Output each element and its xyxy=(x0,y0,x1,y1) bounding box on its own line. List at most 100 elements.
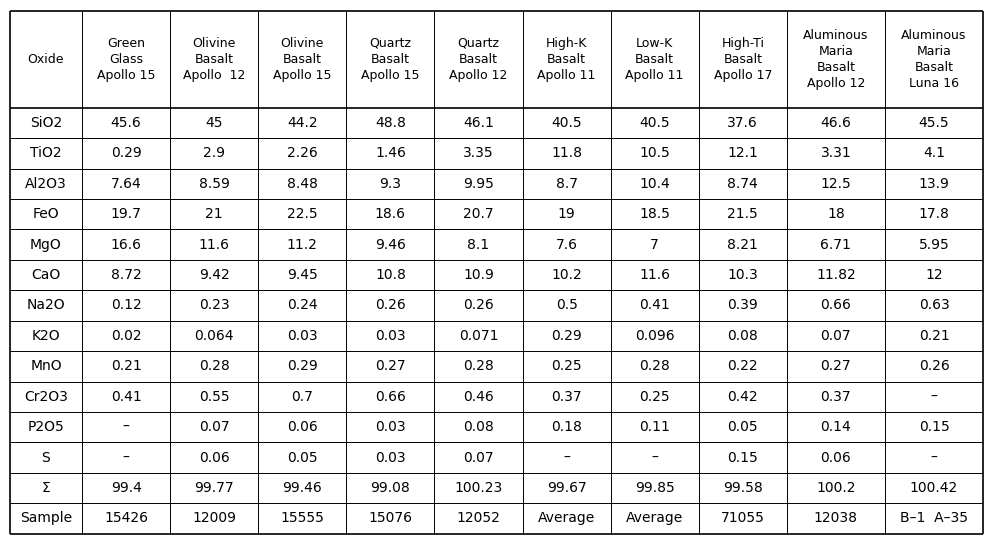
Text: 0.29: 0.29 xyxy=(110,147,141,161)
Text: 0.05: 0.05 xyxy=(728,420,758,434)
Text: 12009: 12009 xyxy=(193,512,236,526)
Text: 0.12: 0.12 xyxy=(110,299,141,313)
Text: TiO2: TiO2 xyxy=(30,147,62,161)
Text: 0.37: 0.37 xyxy=(551,390,582,404)
Text: –: – xyxy=(122,451,129,465)
Text: 18.5: 18.5 xyxy=(639,208,670,221)
Text: K2O: K2O xyxy=(32,329,61,343)
Text: Green
Glass
Apollo 15: Green Glass Apollo 15 xyxy=(96,37,155,82)
Text: 0.39: 0.39 xyxy=(728,299,759,313)
Text: 0.29: 0.29 xyxy=(287,360,318,374)
Text: 99.77: 99.77 xyxy=(195,481,234,495)
Text: MgO: MgO xyxy=(30,238,62,252)
Text: 7.64: 7.64 xyxy=(110,177,141,191)
Text: Average: Average xyxy=(538,512,595,526)
Text: 45.5: 45.5 xyxy=(919,116,949,130)
Text: 19.7: 19.7 xyxy=(110,208,142,221)
Text: 0.03: 0.03 xyxy=(375,451,406,465)
Text: 0.11: 0.11 xyxy=(639,420,670,434)
Text: P2O5: P2O5 xyxy=(28,420,65,434)
Text: 0.14: 0.14 xyxy=(820,420,851,434)
Text: –: – xyxy=(651,451,658,465)
Text: 0.15: 0.15 xyxy=(919,420,949,434)
Text: B–1  A–35: B–1 A–35 xyxy=(900,512,968,526)
Text: 21: 21 xyxy=(206,208,223,221)
Text: –: – xyxy=(930,390,937,404)
Text: 8.48: 8.48 xyxy=(287,177,318,191)
Text: 0.25: 0.25 xyxy=(639,390,670,404)
Text: 0.66: 0.66 xyxy=(820,299,851,313)
Text: 0.55: 0.55 xyxy=(199,390,229,404)
Text: Sample: Sample xyxy=(20,512,72,526)
Text: 100.42: 100.42 xyxy=(910,481,958,495)
Text: 0.26: 0.26 xyxy=(919,360,949,374)
Text: 99.08: 99.08 xyxy=(370,481,410,495)
Text: 17.8: 17.8 xyxy=(919,208,949,221)
Text: 0.63: 0.63 xyxy=(919,299,949,313)
Text: 0.28: 0.28 xyxy=(639,360,670,374)
Text: 0.29: 0.29 xyxy=(551,329,582,343)
Text: 37.6: 37.6 xyxy=(728,116,759,130)
Text: 0.064: 0.064 xyxy=(195,329,234,343)
Text: 12.1: 12.1 xyxy=(727,147,759,161)
Text: –: – xyxy=(122,420,129,434)
Text: 4.1: 4.1 xyxy=(923,147,945,161)
Text: 0.46: 0.46 xyxy=(463,390,494,404)
Text: 0.06: 0.06 xyxy=(820,451,851,465)
Text: 0.096: 0.096 xyxy=(635,329,674,343)
Text: 0.24: 0.24 xyxy=(287,299,318,313)
Text: 9.45: 9.45 xyxy=(287,268,318,282)
Text: 0.05: 0.05 xyxy=(287,451,318,465)
Text: 0.07: 0.07 xyxy=(820,329,851,343)
Text: 0.07: 0.07 xyxy=(463,451,494,465)
Text: 0.03: 0.03 xyxy=(375,420,406,434)
Text: 0.7: 0.7 xyxy=(291,390,313,404)
Text: 8.21: 8.21 xyxy=(727,238,759,252)
Text: 11.82: 11.82 xyxy=(816,268,856,282)
Text: S: S xyxy=(42,451,51,465)
Text: 21.5: 21.5 xyxy=(728,208,759,221)
Text: 0.22: 0.22 xyxy=(728,360,758,374)
Text: 100.23: 100.23 xyxy=(455,481,502,495)
Text: Quartz
Basalt
Apollo 15: Quartz Basalt Apollo 15 xyxy=(361,37,420,82)
Text: 11.6: 11.6 xyxy=(199,238,229,252)
Text: 99.58: 99.58 xyxy=(723,481,763,495)
Text: High-K
Basalt
Apollo 11: High-K Basalt Apollo 11 xyxy=(537,37,596,82)
Text: 9.46: 9.46 xyxy=(375,238,406,252)
Text: Average: Average xyxy=(626,512,683,526)
Text: 9.3: 9.3 xyxy=(379,177,401,191)
Text: 12: 12 xyxy=(925,268,942,282)
Text: 10.8: 10.8 xyxy=(375,268,406,282)
Text: 0.37: 0.37 xyxy=(820,390,851,404)
Text: 0.06: 0.06 xyxy=(287,420,318,434)
Text: 19: 19 xyxy=(558,208,576,221)
Text: 0.23: 0.23 xyxy=(199,299,229,313)
Text: 7.6: 7.6 xyxy=(555,238,578,252)
Text: 5.95: 5.95 xyxy=(919,238,949,252)
Text: 0.41: 0.41 xyxy=(110,390,141,404)
Text: 40.5: 40.5 xyxy=(551,116,582,130)
Text: 0.03: 0.03 xyxy=(375,329,406,343)
Text: 16.6: 16.6 xyxy=(110,238,142,252)
Text: Olivine
Basalt
Apollo  12: Olivine Basalt Apollo 12 xyxy=(183,37,245,82)
Text: 99.67: 99.67 xyxy=(547,481,587,495)
Text: 20.7: 20.7 xyxy=(463,208,494,221)
Text: 0.21: 0.21 xyxy=(110,360,141,374)
Text: Quartz
Basalt
Apollo 12: Quartz Basalt Apollo 12 xyxy=(449,37,507,82)
Text: 71055: 71055 xyxy=(721,512,765,526)
Text: 18.6: 18.6 xyxy=(375,208,406,221)
Text: –: – xyxy=(563,451,570,465)
Text: 45.6: 45.6 xyxy=(110,116,141,130)
Text: 12038: 12038 xyxy=(814,512,858,526)
Text: 10.2: 10.2 xyxy=(551,268,582,282)
Text: 46.1: 46.1 xyxy=(463,116,494,130)
Text: 8.59: 8.59 xyxy=(199,177,229,191)
Text: 44.2: 44.2 xyxy=(287,116,318,130)
Text: 12052: 12052 xyxy=(457,512,500,526)
Text: 0.06: 0.06 xyxy=(199,451,229,465)
Text: 48.8: 48.8 xyxy=(375,116,406,130)
Text: CaO: CaO xyxy=(32,268,61,282)
Text: 45: 45 xyxy=(206,116,222,130)
Text: 15076: 15076 xyxy=(368,512,412,526)
Text: 46.6: 46.6 xyxy=(820,116,851,130)
